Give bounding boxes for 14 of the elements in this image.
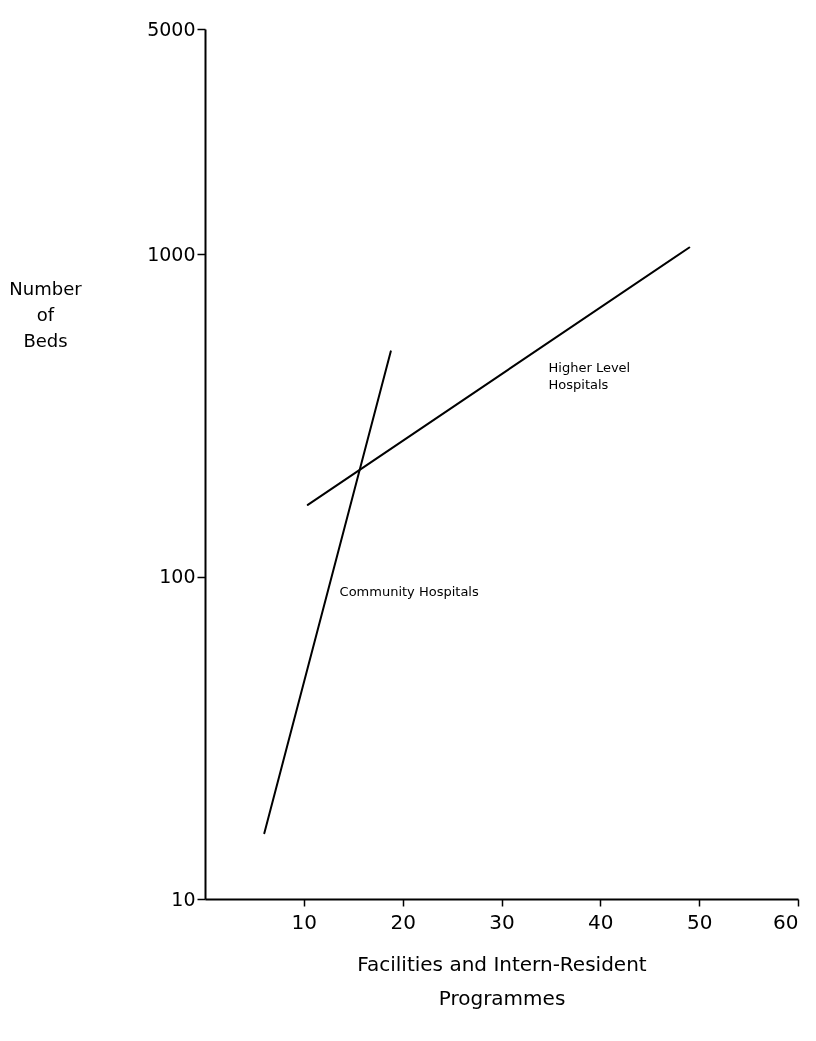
- x-tick-label: 50: [686, 909, 713, 934]
- x-tick-label: 40: [588, 909, 614, 934]
- x-tick-label: 60: [773, 909, 799, 934]
- x-tick-label: 10: [291, 909, 318, 934]
- y-axis-title: Number of Beds: [9, 277, 83, 351]
- x-tick-label: 30: [489, 909, 515, 934]
- y-tick-label: 5000: [147, 17, 196, 40]
- y-tick-label: 1000: [147, 242, 196, 265]
- series-label: Community Hospitals: [339, 584, 479, 600]
- x-tick-label: 20: [390, 909, 416, 934]
- y-tick-label: 10: [171, 887, 196, 910]
- y-tick-label: 100: [159, 565, 196, 588]
- series-label: Higher Level Hospitals: [548, 360, 631, 393]
- x-axis-title: Facilities and Intern-Resident Programmes: [357, 951, 647, 1010]
